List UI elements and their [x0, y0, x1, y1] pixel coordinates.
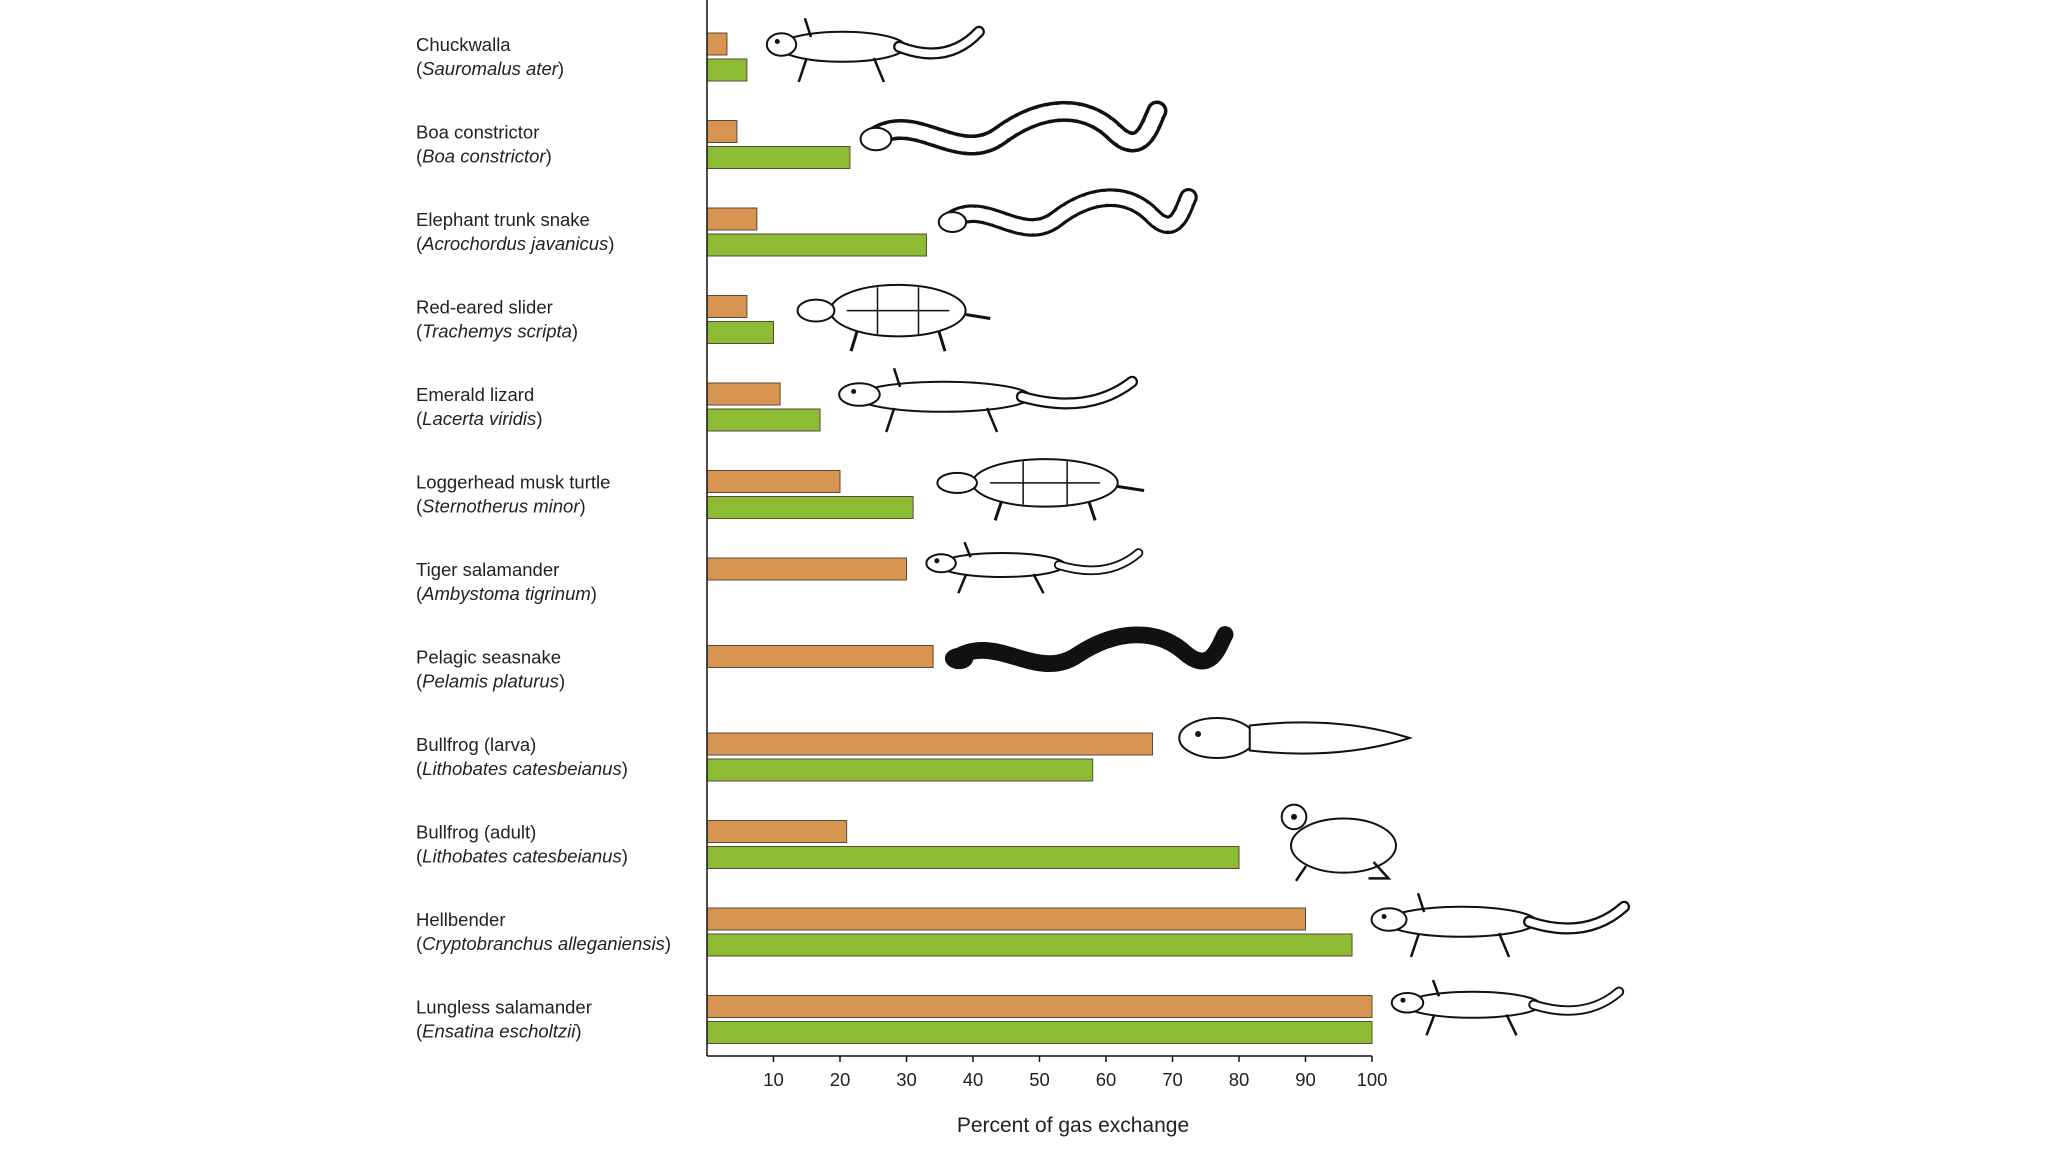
salamander-icon [1390, 979, 1625, 1036]
lizard-icon [838, 367, 1139, 433]
species-scientific-name: (Pelamis platurus) [416, 671, 565, 692]
species-scientific-name: (Ensatina escholtzii) [416, 1021, 582, 1042]
snake-icon [859, 100, 1168, 156]
x-tick-label: 100 [1357, 1069, 1388, 1090]
species-common-name: Bullfrog (adult) [416, 822, 536, 843]
species-common-name: Boa constrictor [416, 122, 539, 143]
species-scientific-name: (Cryptobranchus alleganiensis) [416, 933, 671, 954]
species-scientific-name: (Sauromalus ater) [416, 58, 564, 79]
bar-orange [706, 995, 1373, 1018]
bar-orange [706, 557, 907, 581]
bars [706, 32, 1373, 1044]
frog-icon [1280, 803, 1397, 882]
species-scientific-name: (Boa constrictor) [416, 146, 552, 167]
x-tick-label: 20 [830, 1069, 851, 1090]
bar-orange [706, 645, 934, 668]
bar-orange [706, 907, 1306, 931]
turtle-icon [936, 458, 1145, 521]
animal-icons [765, 17, 1631, 1036]
species-labels: Chuckwalla (Sauromalus ater) Boa constrict… [416, 34, 671, 1042]
species-scientific-name: (Lithobates catesbeianus) [416, 846, 628, 867]
bar-green [706, 496, 914, 519]
bar-green [706, 758, 1094, 782]
x-tick-label: 90 [1295, 1069, 1316, 1090]
species-common-name: Lungless salamander [416, 997, 592, 1018]
bar-orange [706, 382, 781, 406]
species-scientific-name: (Lacerta viridis) [416, 408, 542, 429]
species-common-name: Loggerhead musk turtle [416, 472, 610, 493]
lizard-icon [765, 17, 985, 83]
species-common-name: Pelagic seasnake [416, 647, 561, 668]
bar-green [706, 58, 748, 82]
species-common-name: Bullfrog (larva) [416, 734, 536, 755]
bar-orange [706, 207, 758, 231]
bar-green [706, 321, 774, 344]
x-tick-label: 60 [1096, 1069, 1117, 1090]
species-common-name: Emerald lizard [416, 384, 534, 405]
tadpole-icon [1178, 717, 1413, 759]
species-scientific-name: (Ambystoma tigrinum) [416, 583, 597, 604]
x-tick-label: 30 [896, 1069, 917, 1090]
bar-green [706, 233, 927, 257]
bar-green [706, 1021, 1373, 1044]
species-scientific-name: (Trachemys scripta) [416, 321, 578, 342]
salamander-icon [925, 541, 1144, 594]
x-tick-label: 70 [1162, 1069, 1183, 1090]
species-scientific-name: (Lithobates catesbeianus) [416, 758, 628, 779]
species-scientific-name: (Acrochordus javanicus) [416, 233, 614, 254]
bar-green [706, 408, 821, 432]
x-tick-label: 40 [963, 1069, 984, 1090]
axes: 10 20 30 40 50 60 70 80 90 100 [706, 0, 1388, 1090]
snake-icon [937, 188, 1198, 237]
species-common-name: Chuckwalla [416, 34, 511, 55]
bar-orange [706, 732, 1154, 756]
species-common-name: Tiger salamander [416, 559, 559, 580]
seasnake-icon [944, 626, 1234, 673]
bar-orange [706, 32, 728, 56]
x-tick-label: 50 [1029, 1069, 1050, 1090]
x-axis-title: Percent of gas exchange [957, 1114, 1189, 1137]
species-common-name: Hellbender [416, 909, 505, 930]
x-tick-label: 80 [1229, 1069, 1250, 1090]
x-tick-label: 10 [763, 1069, 784, 1090]
bar-green [706, 933, 1353, 957]
bar-orange [706, 820, 848, 843]
species-common-name: Elephant trunk snake [416, 209, 590, 230]
bar-green [706, 846, 1240, 869]
species-common-name: Red-eared slider [416, 297, 553, 318]
bar-orange [706, 295, 748, 318]
salamander-icon [1370, 892, 1631, 958]
bar-orange [706, 120, 738, 143]
bar-green [706, 146, 851, 169]
species-scientific-name: (Sternotherus minor) [416, 496, 586, 517]
bar-orange [706, 470, 841, 493]
turtle-icon [796, 283, 991, 352]
